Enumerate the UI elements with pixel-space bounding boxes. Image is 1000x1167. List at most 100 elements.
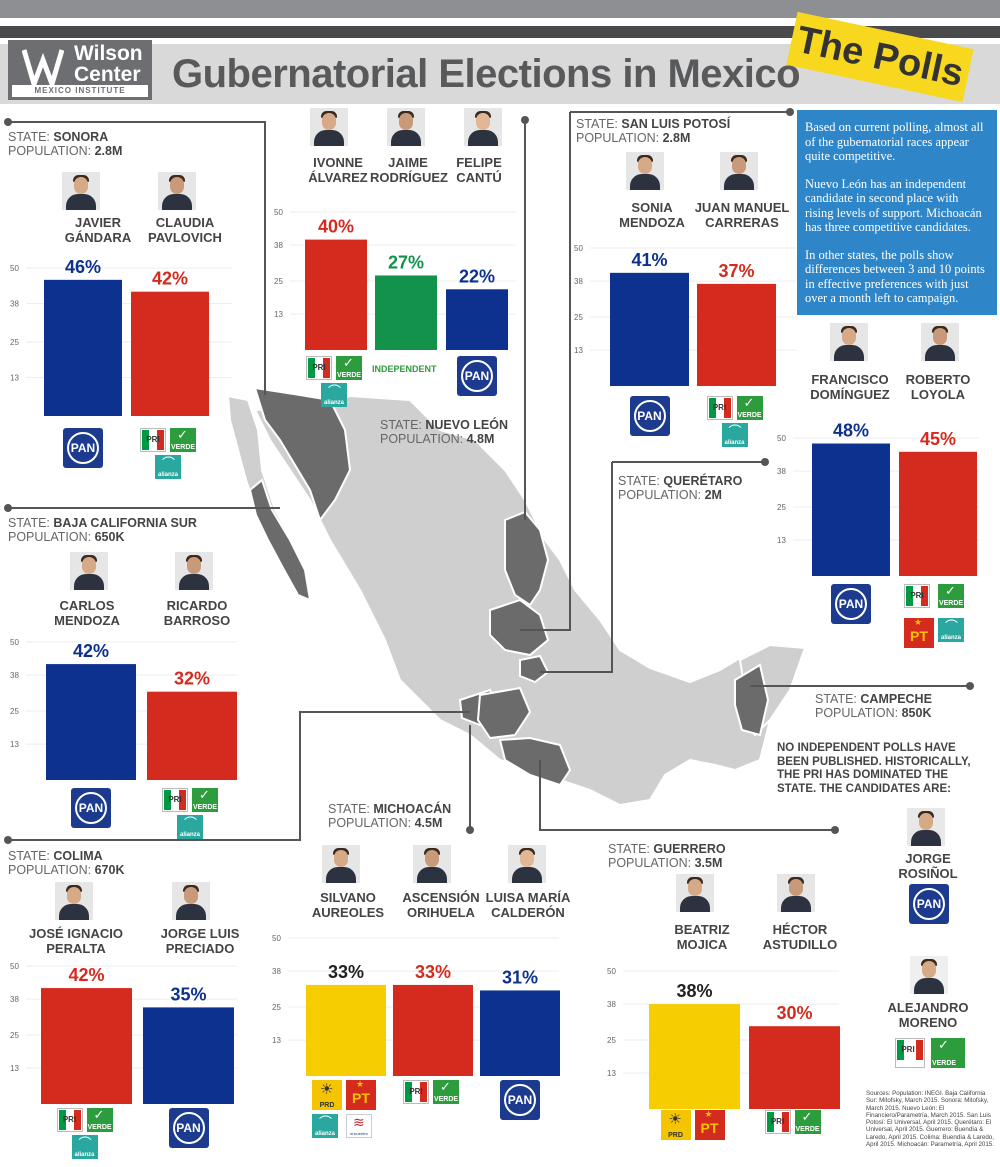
pri-logo-icon: PRI [140,428,166,452]
y-tick-50: 50 [274,208,283,217]
y-tick-38: 38 [607,1000,616,1009]
wilson-w-icon [22,49,64,88]
bar-claudia-pavlovich [131,291,209,416]
candidate-photo-jorge-rosinol [907,808,945,846]
connector-colima [8,711,470,841]
bar-ivonne-alvarez [305,239,367,350]
candidate-name-juan-manuel-carreras: JUAN MANUEL CARRERAS [694,200,790,230]
summary-paragraph-1: Based on current polling, almost all of … [805,120,984,163]
candidate-photo-alejandro-moreno [910,956,948,994]
y-tick-25: 25 [574,313,583,322]
candidate-name-jorge-luis-preciado: JORGE LUIS PRECIADO [160,926,240,956]
value-label-luisa-maria-calderon: 31% [502,967,538,987]
independent-label: INDEPENDENT [372,364,437,374]
value-label-felipe-cantu: 22% [459,266,495,286]
y-tick-25: 25 [607,1036,616,1045]
candidate-photo-beatriz-mojica [676,874,714,912]
verde-logo-icon: VERDE [931,1037,965,1068]
y-tick-25: 25 [10,338,19,347]
candidate-name-felipe-cantu: FELIPE CANTÚ [456,155,502,185]
connector-guerrero [539,760,835,831]
prd-logo-icon: PRD [660,1110,691,1140]
map-queretaro [519,654,550,684]
y-tick-38: 38 [274,241,283,250]
sources-note: Sources: Population: INEGI. Baja Califor… [866,1090,994,1149]
pt-logo-icon: PT [694,1109,725,1140]
alianza-logo-icon: alianza [312,1112,338,1138]
value-label-francisco-dominguez: 48% [833,421,869,441]
poll-chart-michoacan: 13 25 38 50 33% 33% 31% [272,934,560,1076]
candidate-photo-jose-ignacio-peralta [55,882,93,920]
candidate-name-alejandro-moreno: ALEJANDRO MORENO [887,1000,969,1030]
candidate-name-francisco-dominguez: FRANCISCO DOMÍNGUEZ [810,372,890,402]
candidate-photo-luisa-maria-calderon [508,845,546,883]
verde-logo-icon: VERDE [794,1109,821,1134]
bar-javier-gandara [44,279,122,416]
alianza-logo-icon: alianza [155,453,181,479]
encuentro-logo-icon: encuentro [346,1114,372,1138]
y-tick-50: 50 [10,962,19,971]
candidate-photo-claudia-pavlovich [158,172,196,210]
verde-logo-icon: VERDE [86,1107,113,1132]
state-label-campeche: STATE: CAMPECHE POPULATION: 850K [815,692,932,720]
candidate-photo-francisco-dominguez [830,323,868,361]
pri-logo-icon: PRI [306,356,332,380]
y-tick-38: 38 [10,995,19,1004]
state-label-san-luis-potosi: STATE: SAN LUIS POTOSÍ POPULATION: 2.8M [576,117,731,145]
value-label-carlos-mendoza: 42% [73,641,109,661]
value-label-ivonne-alvarez: 40% [318,217,354,237]
map-slp [489,598,550,657]
candidate-name-jorge-rosinol: JORGE ROSIÑOL [898,851,958,881]
summary-paragraph-2: Nuevo León has an independent candidate … [805,176,982,235]
map-campeche [734,663,770,737]
pan-logo-icon: PAN [168,1108,209,1148]
summary-box: Based on current polling, almost all of … [797,110,997,315]
connector-queretaro [540,461,765,673]
candidate-photo-ascension-orihuela [413,845,451,883]
bar-luisa-maria-calderon [480,990,560,1076]
candidate-photo-juan-manuel-carreras [720,152,758,190]
y-tick-25: 25 [274,277,283,286]
candidate-name-ricardo-barroso: RICARDO BARROSO [163,598,231,628]
y-tick-25: 25 [10,707,19,716]
candidate-name-hector-astudillo: HÉCTOR ASTUDILLO [762,922,838,952]
alianza-logo-icon: alianza [721,421,748,447]
map-guerrero [498,736,572,787]
bar-carlos-mendoza [46,664,136,780]
alianza-logo-icon: alianza [177,813,203,839]
pri-logo-icon: PRI [764,1110,791,1134]
y-tick-25: 25 [272,1003,281,1012]
value-label-ascension-orihuela: 33% [415,962,451,982]
value-label-claudia-pavlovich: 42% [152,269,188,289]
y-tick-13: 13 [10,740,19,749]
candidate-name-jose-ignacio-peralta: JOSÉ IGNACIO PERALTA [29,926,123,956]
bar-ascension-orihuela [393,984,473,1076]
poll-chart-queretaro: 13 25 38 50 48% 45% [777,421,979,576]
map-bcs [248,478,312,602]
pt-logo-icon: PT [904,617,934,648]
bar-silvano-aureoles [306,984,386,1076]
verde-logo-icon: VERDE [736,395,763,420]
candidate-photo-hector-astudillo [777,874,815,912]
candidate-name-carlos-mendoza: CARLOS MENDOZA [54,598,120,628]
bar-jose-ignacio-peralta [41,988,132,1104]
value-label-roberto-loyola: 45% [920,429,956,449]
wilson-center-logo[interactable]: Wilson Center MEXICO INSTITUTE [8,40,152,100]
candidate-name-silvano-aureoles: SILVANO AUREOLES [311,890,385,920]
y-tick-25: 25 [777,503,786,512]
bar-juan-manuel-carreras [697,283,776,386]
logo-name: Wilson Center [74,42,143,86]
candidate-name-sonia-mendoza: SONIA MENDOZA [619,200,685,230]
value-label-javier-gandara: 46% [65,257,101,277]
verde-logo-icon: VERDE [192,787,218,812]
candidate-photo-silvano-aureoles [322,845,360,883]
candidate-photo-felipe-cantu [464,108,502,146]
connector-dots [4,108,974,844]
pri-logo-icon: PRI [706,396,733,420]
candidate-photo-jorge-luis-preciado [172,882,210,920]
pri-logo-icon: PRI [56,1108,83,1132]
map-nuevo-leon [504,510,550,607]
page-title: Gubernatorial Elections in Mexico [172,52,801,96]
poll-chart-guerrero: 13 25 38 50 38% 30% [607,967,840,1109]
